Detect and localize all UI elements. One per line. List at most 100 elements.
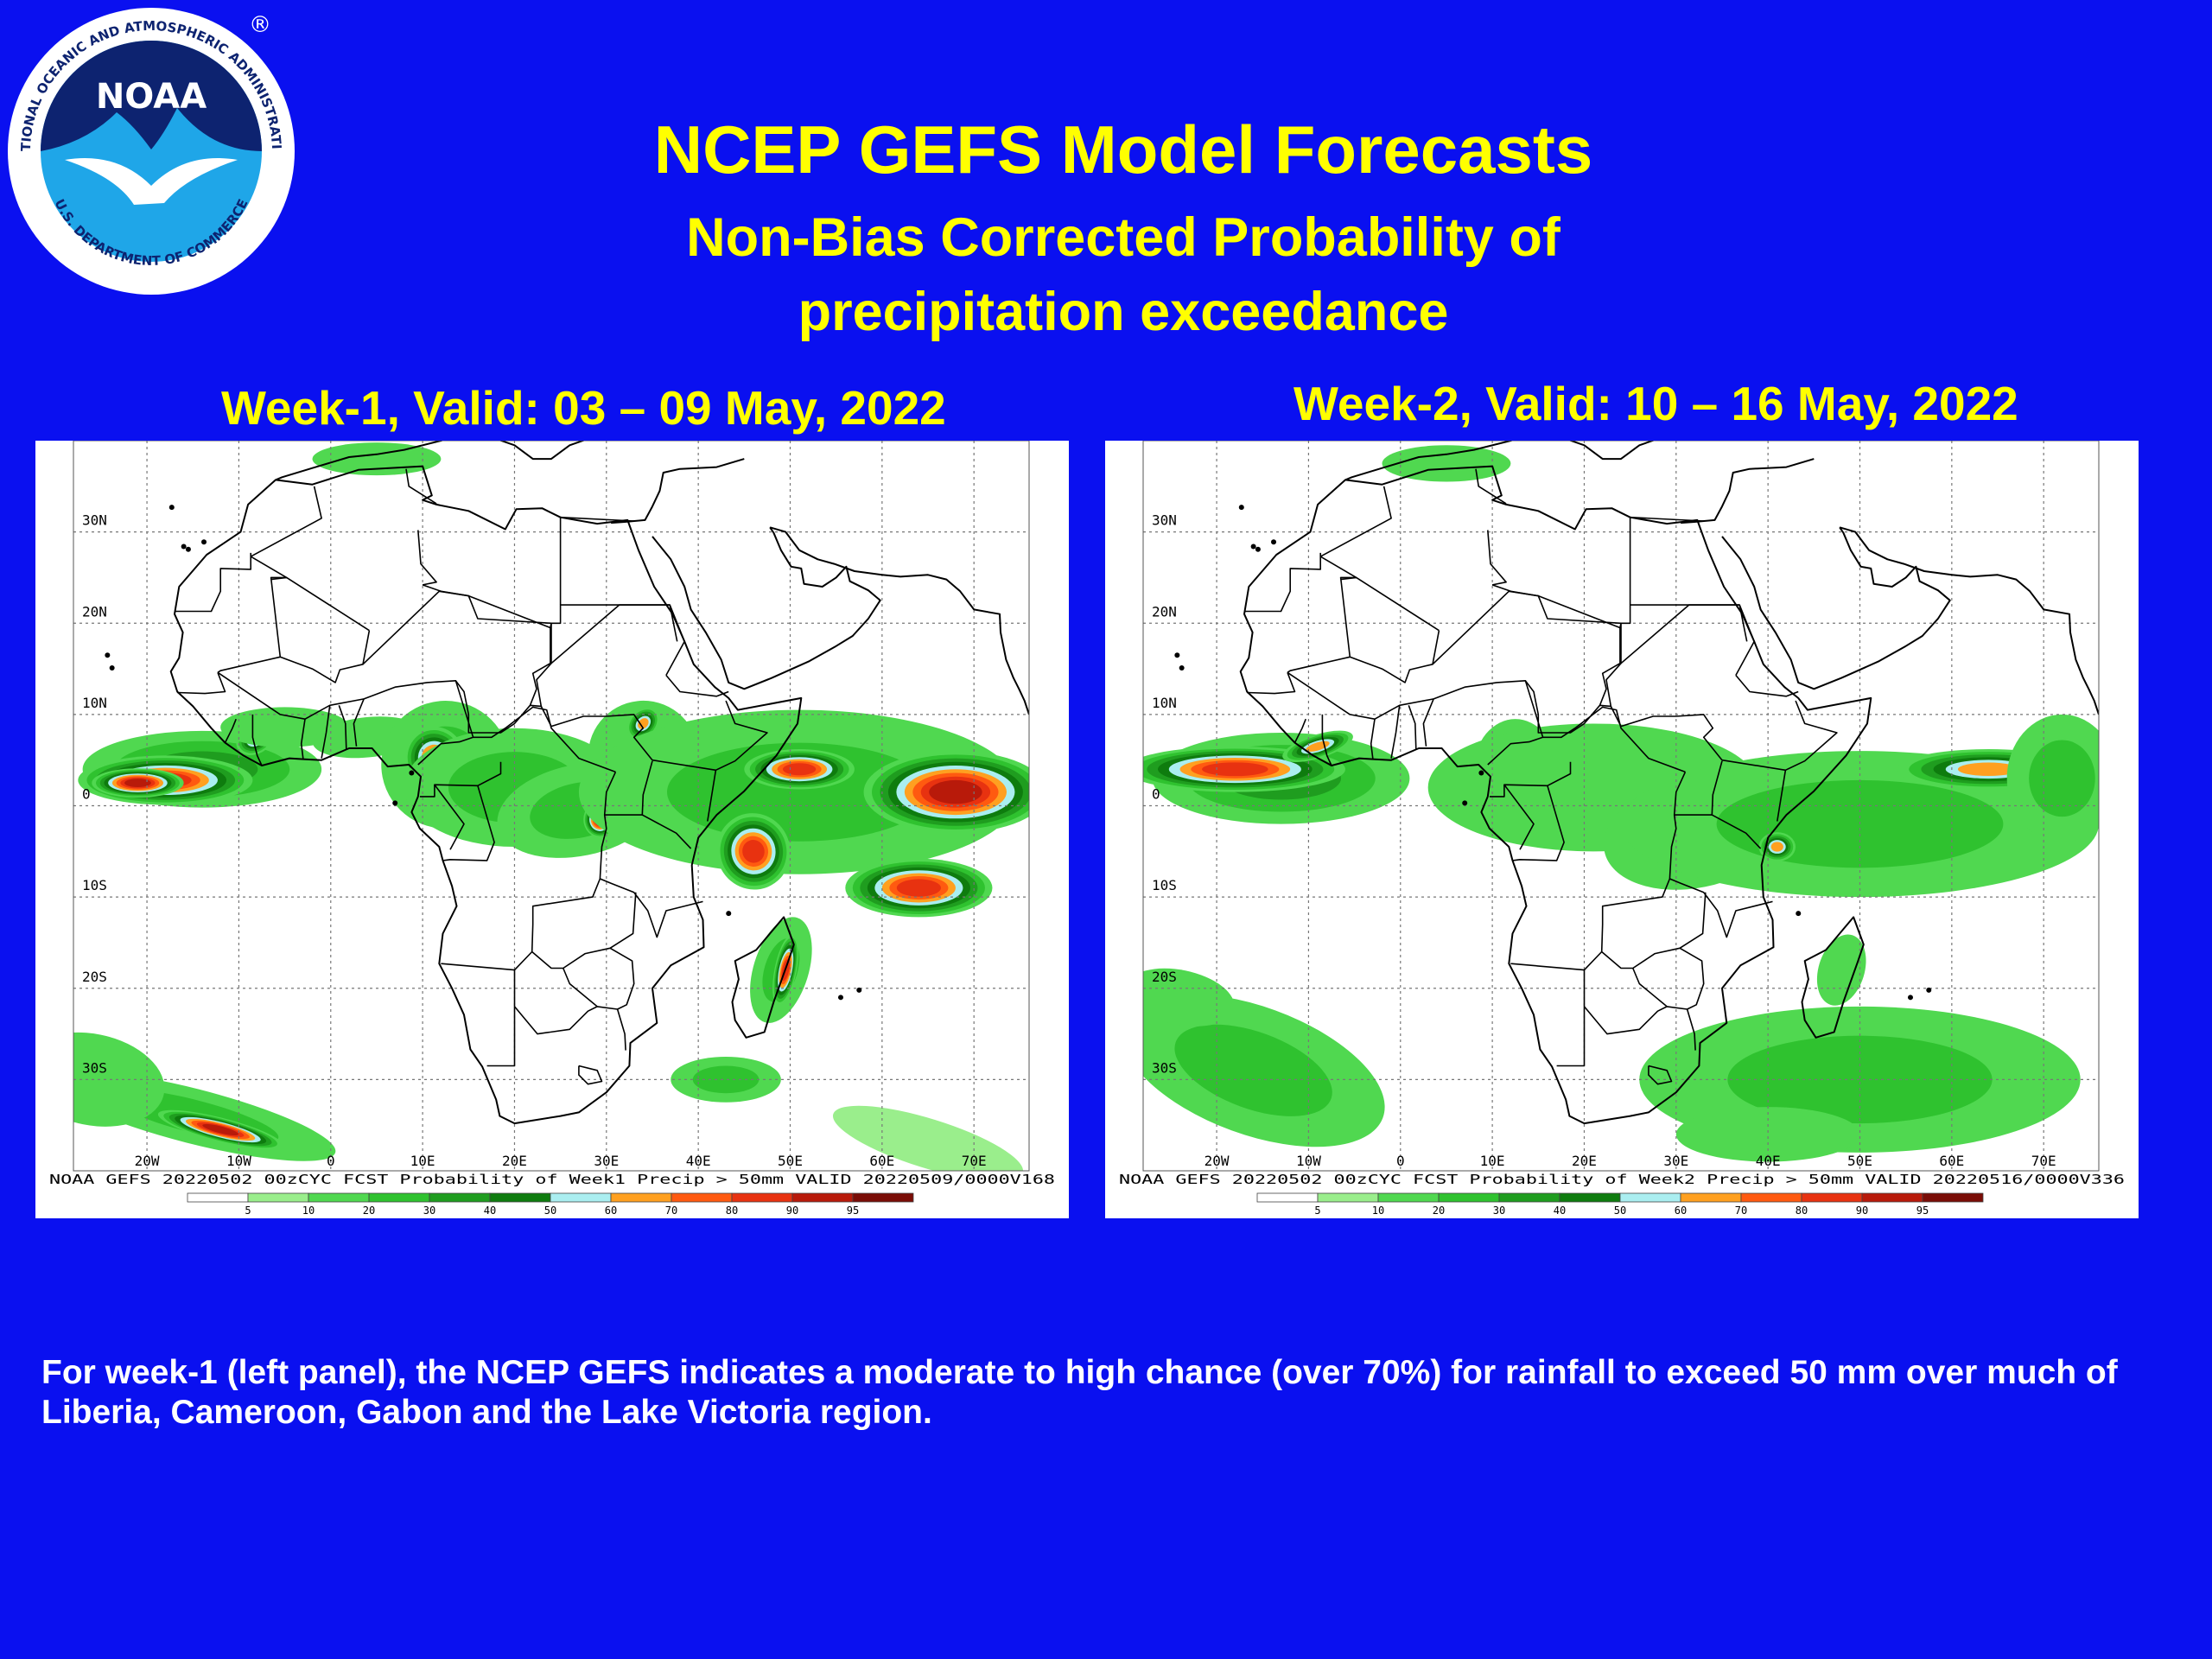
country-border bbox=[1599, 704, 1723, 761]
longitude-label: 20E bbox=[502, 1153, 527, 1169]
colorbar-swatch bbox=[1317, 1192, 1379, 1203]
colorbar-swatch bbox=[1740, 1192, 1802, 1203]
country-border bbox=[1491, 584, 1621, 629]
country-border bbox=[1721, 759, 1787, 822]
country-border bbox=[604, 760, 653, 816]
country-border bbox=[599, 772, 617, 880]
colorbar-tick: 5 bbox=[1314, 1205, 1320, 1217]
country-border bbox=[405, 468, 437, 505]
latitude-label: 0 bbox=[1152, 786, 1160, 803]
longitude-label: 40E bbox=[686, 1153, 711, 1169]
logo-wordmark: NOAA bbox=[96, 77, 207, 117]
colorbar-tick: 5 bbox=[245, 1205, 251, 1217]
week1-map-panel: 30N 20N 10N 0 10S 20S 30S 20W 10W 0 10E 20E 30E 40E 50… bbox=[35, 441, 1069, 1218]
country-border bbox=[454, 627, 551, 734]
longitude-label: 50E bbox=[778, 1153, 803, 1169]
country-border bbox=[1711, 814, 1762, 849]
island bbox=[1478, 770, 1484, 776]
country-border bbox=[715, 700, 768, 772]
probability-contour bbox=[1957, 762, 2019, 776]
country-border bbox=[513, 1006, 598, 1035]
country-border bbox=[600, 878, 703, 938]
colorbar-tick: 70 bbox=[665, 1205, 677, 1217]
longitude-label: 20E bbox=[1572, 1153, 1597, 1169]
colorbar-tick: 30 bbox=[1493, 1205, 1505, 1217]
week2-map-panel: 30N 20N 10N 0 10S 20S 30S 20W 10W 0 10E 20E 30E 40E 50… bbox=[1105, 441, 2139, 1218]
country-border bbox=[1432, 590, 1622, 665]
island bbox=[1250, 543, 1256, 550]
country-border bbox=[1294, 718, 1306, 743]
probability-contour bbox=[1770, 842, 1783, 852]
probability-contour bbox=[742, 840, 765, 863]
coastline bbox=[611, 458, 745, 524]
page-subtitle: Non-Bias Corrected Probability of precip… bbox=[372, 200, 1875, 349]
map-footer: NOAA GEFS 20220502 00zCYC FCST Probabili… bbox=[49, 1172, 1055, 1187]
country-border bbox=[1321, 714, 1332, 766]
week2-heading: Week-2, Valid: 10 – 16 May, 2022 bbox=[1294, 377, 2018, 430]
country-border bbox=[270, 576, 370, 632]
island bbox=[1462, 800, 1468, 806]
longitude-label: 10E bbox=[410, 1153, 435, 1169]
island bbox=[181, 543, 187, 550]
country-border bbox=[1433, 679, 1544, 766]
country-border bbox=[563, 968, 618, 1010]
country-border bbox=[1669, 878, 1773, 938]
country-border bbox=[417, 530, 437, 586]
country-border bbox=[665, 604, 686, 676]
country-border bbox=[1287, 556, 1357, 673]
colorbar-tick: 10 bbox=[302, 1205, 315, 1217]
colorbar-swatch bbox=[1377, 1192, 1440, 1203]
country-border bbox=[1510, 950, 1603, 971]
colorbar-swatch bbox=[1256, 1192, 1319, 1203]
colorbar-swatch bbox=[187, 1192, 249, 1203]
colorbar: 5 10 20 30 40 50 60 70 80 90 95 bbox=[1256, 1192, 1984, 1217]
longitude-label: 70E bbox=[962, 1153, 987, 1169]
country-border bbox=[1632, 968, 1688, 1010]
probability-contour bbox=[2029, 740, 2095, 817]
country-border bbox=[1512, 785, 1565, 861]
colorbar-swatch bbox=[550, 1192, 612, 1203]
island bbox=[1796, 911, 1802, 917]
island bbox=[1179, 665, 1185, 671]
probability-contour bbox=[666, 742, 932, 842]
map-footer: NOAA GEFS 20220502 00zCYC FCST Probabili… bbox=[1119, 1172, 2125, 1187]
longitude-label: 60E bbox=[1939, 1153, 1964, 1169]
longitude-label: 10E bbox=[1480, 1153, 1505, 1169]
country-border bbox=[1556, 969, 1586, 1067]
colorbar-tick: 30 bbox=[423, 1205, 435, 1217]
week2-map: 30N 20N 10N 0 10S 20S 30S 20W 10W 0 10E 20E 30E 40E 50… bbox=[1119, 441, 2125, 1217]
subtitle-line-1: Non-Bias Corrected Probability of bbox=[686, 207, 1560, 268]
country-border bbox=[1605, 627, 1622, 707]
colorbar-swatch bbox=[1801, 1192, 1863, 1203]
country-border bbox=[177, 672, 226, 695]
colorbar-tick: 60 bbox=[605, 1205, 617, 1217]
longitude-label: 40E bbox=[1756, 1153, 1781, 1169]
country-border bbox=[1620, 604, 1748, 664]
latitude-label: 10S bbox=[1152, 877, 1177, 893]
coastline bbox=[275, 441, 586, 481]
country-border bbox=[353, 698, 365, 747]
country-border bbox=[1247, 672, 1296, 695]
probability-contour bbox=[692, 1065, 760, 1094]
country-border bbox=[609, 947, 635, 1051]
latitude-label: 30N bbox=[82, 512, 107, 529]
map-frame bbox=[73, 441, 1030, 1172]
colorbar-swatch bbox=[1680, 1192, 1742, 1203]
country-border bbox=[321, 705, 331, 759]
longitude-label: 60E bbox=[869, 1153, 894, 1169]
island bbox=[1174, 652, 1180, 658]
country-border bbox=[486, 969, 516, 1067]
country-border bbox=[1524, 627, 1621, 734]
country-border bbox=[1287, 671, 1434, 721]
colorbar-swatch bbox=[429, 1192, 491, 1203]
latitude-label: 20N bbox=[1152, 603, 1177, 620]
colorbar-swatch bbox=[1438, 1192, 1500, 1203]
island bbox=[1271, 539, 1277, 545]
country-border bbox=[1244, 552, 1321, 613]
country-border bbox=[665, 674, 729, 697]
africa-coastline bbox=[169, 465, 803, 1125]
madagascar-coastline bbox=[1801, 916, 1865, 1039]
probability-contour bbox=[1675, 1107, 1860, 1162]
africa-coastline bbox=[1239, 465, 1872, 1125]
colorbar-swatch bbox=[1861, 1192, 1923, 1203]
